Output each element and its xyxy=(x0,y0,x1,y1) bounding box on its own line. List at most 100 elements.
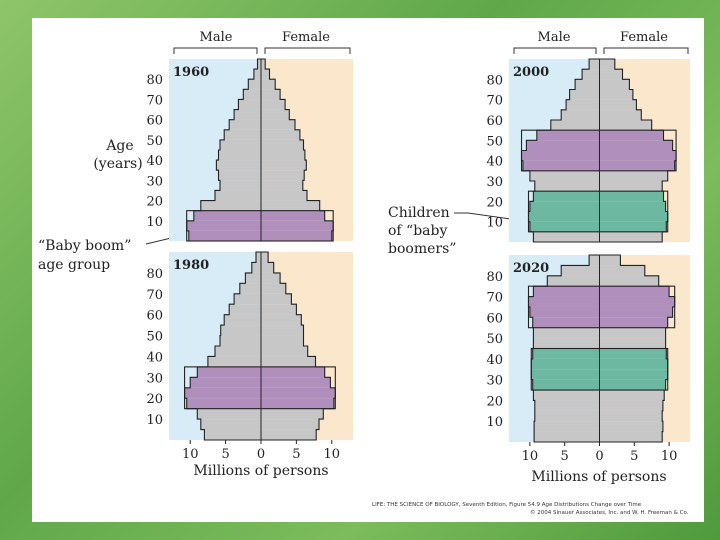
slide: Male Female Male Female Age (years) “Bab… xyxy=(32,18,704,522)
bar-male-55-59 xyxy=(229,119,261,130)
bar-female-55-59 xyxy=(261,119,295,130)
bar-female-80-84 xyxy=(261,262,274,273)
bar-male-25-29 xyxy=(219,180,261,191)
baby-boom-annotation-line1: “Baby boom” xyxy=(38,238,131,254)
children-annotation-line3: boomers” xyxy=(388,241,456,257)
y-tick-label-10: 10 xyxy=(486,415,503,430)
bar-male-35-39 xyxy=(216,160,261,171)
bar-female-75-79 xyxy=(261,79,276,90)
bar-female-10-14 xyxy=(261,408,324,420)
bar-female-85+ xyxy=(599,255,621,266)
bar-male-15-19 xyxy=(529,201,600,212)
bar-female-85+ xyxy=(261,59,266,70)
y-tick-label-20: 20 xyxy=(486,195,503,210)
bar-female-20-24 xyxy=(599,390,665,401)
bar-male-0-4 xyxy=(204,429,261,440)
bar-male-40-44 xyxy=(521,150,600,161)
bar-male-30-34 xyxy=(218,170,261,181)
y-tick-label-60: 60 xyxy=(146,309,163,324)
x-tick-label-2: 0 xyxy=(257,447,265,462)
age-pyramid-figure: Male Female Male Female Age (years) “Bab… xyxy=(38,30,690,516)
bar-female-25-29 xyxy=(599,379,666,391)
pyramid-outline xyxy=(520,58,677,243)
x-tick-label-3: 5 xyxy=(630,449,638,464)
bar-female-70-74 xyxy=(599,89,633,100)
y-tick-label-40: 40 xyxy=(146,154,163,169)
y-tick-label-50: 50 xyxy=(146,134,163,149)
children-annotation-line2: of “baby xyxy=(388,223,447,239)
x-tick-label-0: 10 xyxy=(182,447,199,462)
female-brace-left xyxy=(264,47,351,54)
bar-male-50-54 xyxy=(224,129,261,140)
bar-male-75-79 xyxy=(547,275,600,287)
bar-female-80-84 xyxy=(599,265,645,276)
bar-male-75-79 xyxy=(245,272,261,284)
x-tick-label-1: 5 xyxy=(561,449,569,464)
bar-male-25-29 xyxy=(190,377,261,388)
bar-male-70-74 xyxy=(569,89,600,100)
bar-female-75-79 xyxy=(261,272,281,284)
bar-male-10-14 xyxy=(534,410,600,422)
bar-female-10-14 xyxy=(599,410,663,422)
bar-male-15-19 xyxy=(200,200,261,211)
credit-line-2: © 2004 Sinauer Associates, Inc. and W. H… xyxy=(530,509,689,516)
bar-male-85+ xyxy=(256,252,261,263)
male-label-right: Male xyxy=(538,30,571,45)
y-tick-label-80: 80 xyxy=(146,267,163,282)
bar-male-40-44 xyxy=(215,346,261,357)
y-tick-label-30: 30 xyxy=(146,371,163,386)
bar-female-80-84 xyxy=(599,69,623,80)
bar-female-75-79 xyxy=(599,275,659,287)
bar-male-0-4 xyxy=(533,231,600,242)
bar-male-5-9 xyxy=(186,220,261,231)
bar-male-45-49 xyxy=(219,335,261,346)
bar-female-0-4 xyxy=(261,230,332,241)
bar-female-45-49 xyxy=(599,338,666,349)
bar-male-30-34 xyxy=(531,369,600,380)
bar-female-25-29 xyxy=(261,377,331,388)
bar-male-5-9 xyxy=(534,421,600,432)
bar-male-80-84 xyxy=(561,265,600,276)
bar-male-0-4 xyxy=(188,230,261,241)
bar-male-40-44 xyxy=(218,150,261,161)
bar-male-55-59 xyxy=(550,120,600,131)
bar-female-65-69 xyxy=(599,99,637,110)
y-tick-label-20: 20 xyxy=(146,392,163,407)
x-tick-label-2: 0 xyxy=(595,449,603,464)
bar-female-35-39 xyxy=(261,356,316,367)
bar-male-80-84 xyxy=(253,69,261,80)
bar-male-65-69 xyxy=(528,296,600,307)
bar-male-35-39 xyxy=(207,356,261,367)
bar-female-5-9 xyxy=(599,421,663,432)
bar-male-45-49 xyxy=(526,140,600,151)
bar-male-10-14 xyxy=(528,211,600,222)
bar-female-50-54 xyxy=(599,327,666,339)
bar-male-60-64 xyxy=(529,306,600,318)
bar-male-20-24 xyxy=(184,387,261,399)
y-tick-label-10: 10 xyxy=(146,413,163,428)
bar-female-40-44 xyxy=(261,346,308,357)
panel-title: 1980 xyxy=(173,258,209,273)
bar-female-0-4 xyxy=(261,429,317,440)
bar-female-85+ xyxy=(261,252,269,263)
bar-female-20-24 xyxy=(599,191,664,202)
bar-female-40-44 xyxy=(599,348,667,359)
male-brace-right xyxy=(513,47,597,54)
bar-female-65-69 xyxy=(599,296,675,307)
bar-female-35-39 xyxy=(599,358,668,370)
bar-male-30-34 xyxy=(529,170,600,181)
bar-female-55-59 xyxy=(599,317,668,328)
bar-male-75-79 xyxy=(248,79,261,90)
female-label-left: Female xyxy=(282,30,330,45)
bar-male-45-49 xyxy=(533,338,600,349)
bar-male-10-14 xyxy=(193,210,261,221)
bar-female-85+ xyxy=(599,59,615,70)
x-axis-title-left: Millions of persons xyxy=(193,463,328,479)
bar-male-80-84 xyxy=(582,69,600,80)
bar-male-85+ xyxy=(589,59,600,70)
bar-female-55-59 xyxy=(261,314,302,326)
bar-female-55-59 xyxy=(599,120,652,131)
y-tick-label-70: 70 xyxy=(146,93,163,108)
